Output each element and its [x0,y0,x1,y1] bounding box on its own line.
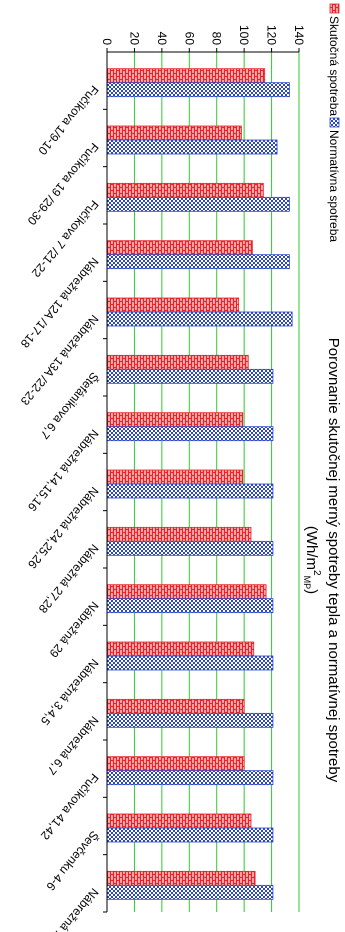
bar-actual [106,354,249,370]
bar-normative [106,598,274,614]
bar-normative [106,426,274,442]
bars [106,68,293,900]
bar-actual [106,125,242,141]
bar-actual [106,870,256,886]
bar-actual [106,412,244,428]
bar-normative [106,884,274,900]
bar-actual [106,584,267,600]
bar-normative [106,82,290,98]
bar-normative [106,655,274,671]
bar-actual [106,698,245,714]
legend-swatch-normative [329,117,340,128]
y-tick-label: 120 [265,25,279,45]
y-tick-label: 0 [100,38,114,45]
y-tick-label: 20 [127,32,141,46]
y-tick-label: 40 [155,32,169,46]
bar-normative [106,368,274,384]
category-label: Nábrežná 29 [46,599,101,661]
bar-actual [106,756,245,772]
y-tick-label: 80 [210,32,224,46]
bar-normative [106,311,293,327]
bar-actual [106,297,240,313]
unit-label: (Wh/m2MP) [302,526,322,594]
bar-normative [106,827,274,843]
bar-normative [106,254,290,270]
chart-title: Porovnanie skutočnej merný spotreby tepl… [325,338,342,783]
y-tick-label: 100 [237,25,251,45]
bar-normative [106,770,274,786]
legend-swatch-actual [329,3,340,14]
bar-actual [106,182,264,198]
bar-actual [106,240,253,256]
bar-actual [106,526,252,542]
category-label: Nábrežná 12,13 [36,885,102,932]
y-tick-label: 60 [182,32,196,46]
bar-actual [106,641,255,657]
axes: 0 20 40 60 80 100 120 140 [100,25,306,913]
bar-normative [106,483,274,499]
legend-label-actual: Skutočná spotreba [327,16,341,116]
bar-normative [106,139,278,155]
legend: Skutočná spotreba Normatívna spotreba [327,3,341,242]
legend-label-normative: Normatívna spotreba [327,130,341,242]
y-tick-label: 140 [292,25,306,45]
bar-normative [106,712,274,728]
bar-normative [106,196,290,212]
bar-actual [106,68,266,84]
bar-normative [106,540,274,556]
bar-actual [106,813,252,829]
bar-actual [106,469,244,485]
